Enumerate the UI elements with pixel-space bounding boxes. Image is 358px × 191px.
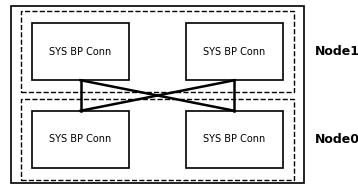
- Bar: [21, 11, 294, 92]
- Bar: [186, 23, 283, 80]
- Bar: [32, 23, 129, 80]
- Text: SYS BP Conn: SYS BP Conn: [49, 134, 112, 144]
- Bar: [21, 99, 294, 180]
- Text: SYS BP Conn: SYS BP Conn: [203, 47, 266, 57]
- Bar: [186, 111, 283, 168]
- Bar: [32, 111, 129, 168]
- Text: SYS BP Conn: SYS BP Conn: [203, 134, 266, 144]
- Text: Node0: Node0: [315, 133, 358, 146]
- Bar: [11, 6, 304, 183]
- Text: SYS BP Conn: SYS BP Conn: [49, 47, 112, 57]
- Text: Node1: Node1: [315, 45, 358, 58]
